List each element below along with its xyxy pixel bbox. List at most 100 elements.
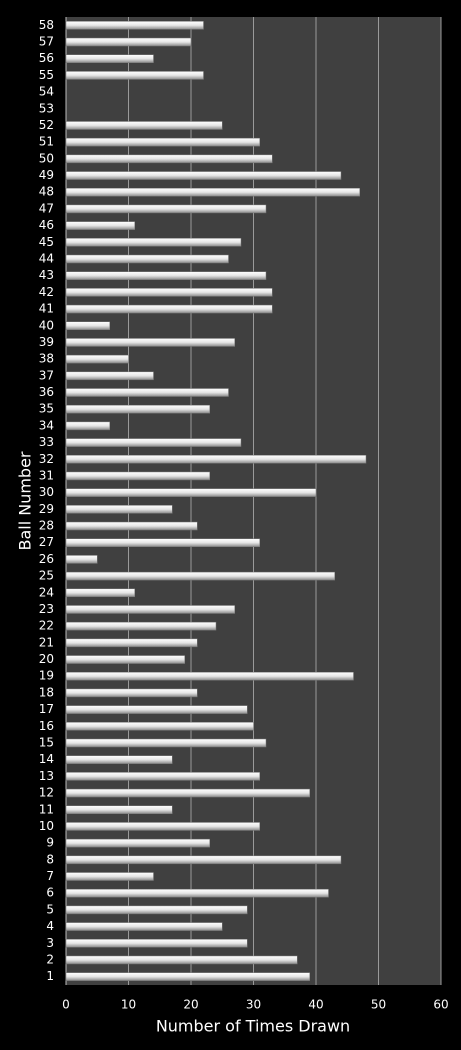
y-tick-label: 39 <box>39 335 54 349</box>
bar <box>65 187 360 197</box>
y-tick-label: 7 <box>46 869 54 883</box>
y-tick-label: 11 <box>39 802 54 816</box>
bar <box>65 404 210 414</box>
bar <box>65 521 198 531</box>
y-tick-label: 55 <box>39 68 54 82</box>
x-axis-title: Number of Times Drawn <box>156 1017 350 1036</box>
bar <box>65 388 229 397</box>
y-tick-label: 29 <box>39 502 54 516</box>
bar <box>65 371 154 381</box>
bar <box>65 905 248 915</box>
y-tick-label: 45 <box>39 235 54 249</box>
y-tick-label: 8 <box>46 852 54 866</box>
y-tick-label: 41 <box>39 302 54 316</box>
bar <box>65 421 110 431</box>
y-tick-label: 21 <box>39 635 54 649</box>
bar <box>65 54 154 63</box>
y-tick-label: 20 <box>39 652 54 666</box>
y-tick-label: 28 <box>39 519 54 533</box>
bar <box>65 254 229 264</box>
y-tick-label: 46 <box>39 218 54 232</box>
y-tick-label: 54 <box>39 85 54 99</box>
y-tick-label: 58 <box>39 18 54 32</box>
bar <box>65 922 223 931</box>
bar <box>65 955 298 965</box>
bar <box>65 555 98 564</box>
bar <box>65 204 267 214</box>
y-tick-label: 9 <box>46 836 54 850</box>
y-tick-label: 1 <box>46 969 54 983</box>
y-tick-label: 27 <box>39 535 54 549</box>
y-tick-label: 49 <box>39 168 54 182</box>
y-tick-label: 15 <box>39 736 54 750</box>
y-tick-label: 16 <box>39 719 54 733</box>
bar <box>65 488 317 497</box>
y-tick-label: 6 <box>46 886 54 900</box>
y-tick-label: 31 <box>39 468 54 482</box>
y-tick-label: 48 <box>39 185 54 199</box>
y-tick-label: 33 <box>39 435 54 449</box>
bar <box>65 538 260 547</box>
y-tick-label: 51 <box>39 135 54 149</box>
y-tick-label: 35 <box>39 402 54 416</box>
bar <box>65 354 129 364</box>
bar <box>65 321 110 331</box>
bar <box>65 505 173 514</box>
y-tick-label: 43 <box>39 268 54 282</box>
y-tick-label: 40 <box>39 318 54 332</box>
bar <box>65 71 204 80</box>
y-tick-label: 5 <box>46 902 54 916</box>
y-tick-label: 19 <box>39 669 54 683</box>
bar <box>65 121 223 130</box>
y-tick-label: 36 <box>39 385 54 399</box>
bar <box>65 855 342 865</box>
bar <box>65 688 198 698</box>
y-tick-label: 34 <box>39 418 54 432</box>
bar <box>65 638 198 648</box>
bar <box>65 37 192 47</box>
bar <box>65 888 329 898</box>
y-tick-label: 30 <box>39 485 54 499</box>
y-axis-title: Ball Number <box>16 451 35 550</box>
x-tick-label: 0 <box>62 998 70 1012</box>
y-tick-label: 56 <box>39 51 54 65</box>
y-tick-label: 3 <box>46 936 54 950</box>
y-tick-label: 13 <box>39 769 54 783</box>
bar <box>65 671 354 681</box>
bar <box>65 788 310 798</box>
y-tick-label: 14 <box>39 752 54 766</box>
bar <box>65 822 260 831</box>
y-tick-label: 24 <box>39 585 54 599</box>
y-tick-label: 23 <box>39 602 54 616</box>
bar <box>65 588 135 598</box>
y-tick-label: 38 <box>39 352 54 366</box>
bar <box>65 872 154 881</box>
bar <box>65 621 217 631</box>
bar <box>65 271 267 280</box>
y-tick-label: 4 <box>46 919 54 933</box>
bar <box>65 238 242 247</box>
bar <box>65 805 173 815</box>
bar <box>65 939 248 948</box>
x-tick-label: 60 <box>433 998 448 1012</box>
y-tick-label: 37 <box>39 368 54 382</box>
bar <box>65 605 235 614</box>
y-tick-label: 47 <box>39 201 54 215</box>
bar <box>65 137 260 147</box>
bar <box>65 705 248 714</box>
x-tick-label: 50 <box>371 998 386 1012</box>
bar <box>65 755 173 764</box>
x-tick-label: 10 <box>121 998 136 1012</box>
y-tick-label: 42 <box>39 285 54 299</box>
bar <box>65 655 185 664</box>
bar <box>65 154 273 164</box>
bar <box>65 21 204 30</box>
bar <box>65 171 342 180</box>
bar <box>65 288 273 297</box>
y-tick-label: 44 <box>39 252 54 266</box>
y-tick-label: 26 <box>39 552 54 566</box>
y-tick-label: 32 <box>39 452 54 466</box>
x-tick-label: 20 <box>183 998 198 1012</box>
bar <box>65 304 273 314</box>
